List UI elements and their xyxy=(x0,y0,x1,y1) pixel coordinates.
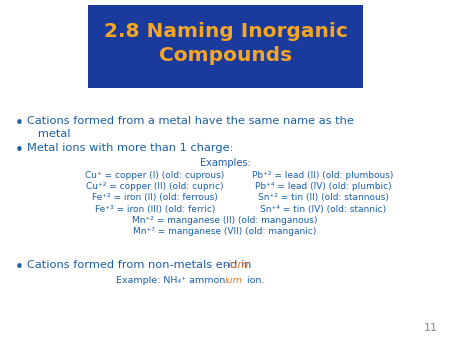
Text: ium: ium xyxy=(228,260,249,270)
Text: •: • xyxy=(15,116,24,131)
Text: •: • xyxy=(15,143,24,158)
Text: •: • xyxy=(15,260,24,275)
FancyBboxPatch shape xyxy=(88,5,363,88)
Text: 2.8 Naming Inorganic
Compounds: 2.8 Naming Inorganic Compounds xyxy=(104,22,347,65)
Text: Pb⁺² = lead (II) (old: plumbous): Pb⁺² = lead (II) (old: plumbous) xyxy=(252,171,394,180)
Text: Cu⁺ = copper (I) (old: cuprous): Cu⁺ = copper (I) (old: cuprous) xyxy=(86,171,225,180)
Text: Sn⁺² = tin (II) (old: stannous): Sn⁺² = tin (II) (old: stannous) xyxy=(257,193,388,202)
Text: Metal ions with more than 1 charge:: Metal ions with more than 1 charge: xyxy=(27,143,234,153)
Text: Sn⁺⁴ = tin (IV) (old: stannic): Sn⁺⁴ = tin (IV) (old: stannic) xyxy=(260,204,386,214)
Text: Cu⁺² = copper (II) (old: cupric): Cu⁺² = copper (II) (old: cupric) xyxy=(86,182,224,191)
Text: Mn⁺⁷ = manganese (VII) (old: manganic): Mn⁺⁷ = manganese (VII) (old: manganic) xyxy=(133,227,317,236)
Text: Cations formed from a metal have the same name as the
   metal: Cations formed from a metal have the sam… xyxy=(27,116,354,139)
Text: Examples:: Examples: xyxy=(200,158,250,168)
Text: Mn⁺² = manganese (II) (old: manganous): Mn⁺² = manganese (II) (old: manganous) xyxy=(132,216,318,225)
Text: -: - xyxy=(223,260,227,270)
Text: ium: ium xyxy=(225,276,243,285)
Text: Cations formed from non-metals end in: Cations formed from non-metals end in xyxy=(27,260,255,270)
Text: 11: 11 xyxy=(424,323,438,333)
Text: Fe⁺³ = iron (III) (old: ferric): Fe⁺³ = iron (III) (old: ferric) xyxy=(95,204,215,214)
Text: Fe⁺² = iron (II) (old: ferrous): Fe⁺² = iron (II) (old: ferrous) xyxy=(92,193,218,202)
Text: Pb⁺⁴ = lead (IV) (old: plumbic): Pb⁺⁴ = lead (IV) (old: plumbic) xyxy=(255,182,392,191)
Text: Example: NH₄⁺ ammon: Example: NH₄⁺ ammon xyxy=(116,276,225,285)
Text: ion.: ion. xyxy=(244,276,265,285)
